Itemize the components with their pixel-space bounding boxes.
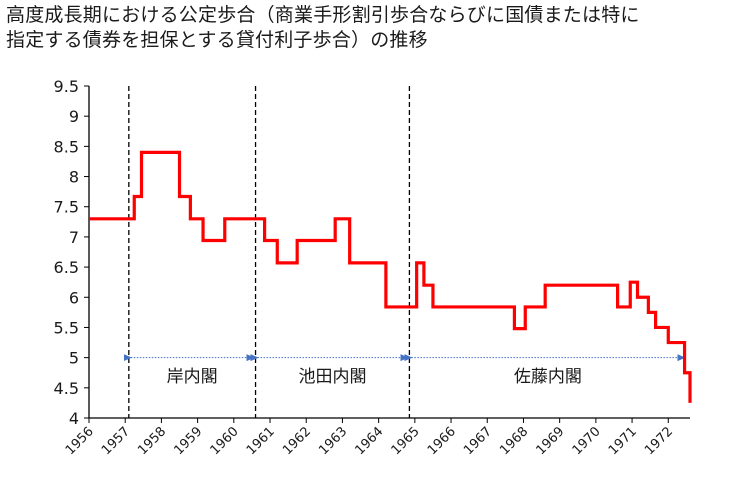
x-tick-label: 1957 — [99, 424, 133, 458]
chart-title: 高度成長期における公定歩合（商業手形割引歩合ならびに国債または特に 指定する債券… — [6, 3, 746, 53]
x-tick-label: 1967 — [461, 424, 495, 458]
x-tick-label: 1958 — [135, 424, 169, 458]
x-tick-label: 1971 — [606, 424, 640, 458]
x-tick-label: 1968 — [497, 424, 531, 458]
x-tick-label: 1960 — [208, 424, 242, 458]
series-line — [89, 150, 692, 403]
y-tick-label: 5 — [69, 349, 79, 368]
x-tick-label: 1972 — [642, 424, 676, 458]
x-tick-label: 1969 — [533, 424, 567, 458]
chart-title-line-2: 指定する債券を担保とする貸付利子歩合）の推移 — [6, 29, 428, 51]
cabinet-label: 佐藤内閣 — [514, 367, 582, 387]
x-tick-label: 1959 — [171, 424, 205, 458]
y-tick-label: 4 — [69, 409, 79, 428]
y-tick-label: 7.5 — [54, 198, 79, 217]
axes: 4 4.5 5 5.5 6 6.5 7 7.5 8 8.5 9 9.5 1956 1957 1958 1959… — [54, 77, 690, 458]
x-tick-label: 1962 — [280, 424, 314, 458]
cabinet-label: 池田内閣 — [298, 367, 366, 387]
x-tick-label: 1963 — [316, 424, 350, 458]
y-tick-label: 9 — [69, 107, 79, 126]
y-tick-label: 8 — [69, 168, 79, 187]
y-tick-label: 5.5 — [54, 318, 79, 337]
x-tick-label: 1964 — [352, 424, 386, 458]
y-tick-label: 9.5 — [54, 77, 79, 96]
series-group — [89, 150, 692, 403]
chart-title-line-1: 高度成長期における公定歩合（商業手形割引歩合ならびに国債または特に — [6, 4, 640, 26]
x-tick-label: 1965 — [389, 424, 423, 458]
y-tick-label: 6 — [69, 288, 79, 307]
x-tick-label: 1970 — [570, 424, 604, 458]
y-tick-label: 8.5 — [54, 137, 79, 156]
cabinet-dividers — [128, 86, 411, 418]
cabinet-label: 岸内閣 — [167, 367, 218, 387]
x-tick-label: 1961 — [244, 424, 278, 458]
y-tick-label: 4.5 — [54, 379, 79, 398]
x-tick-label: 1966 — [425, 424, 459, 458]
cabinet-spans: 岸内閣 池田内閣 佐藤内閣 — [123, 354, 686, 387]
y-tick-label: 6.5 — [54, 258, 79, 277]
y-tick-label: 7 — [69, 228, 79, 247]
x-tick-label: 1956 — [63, 424, 97, 458]
